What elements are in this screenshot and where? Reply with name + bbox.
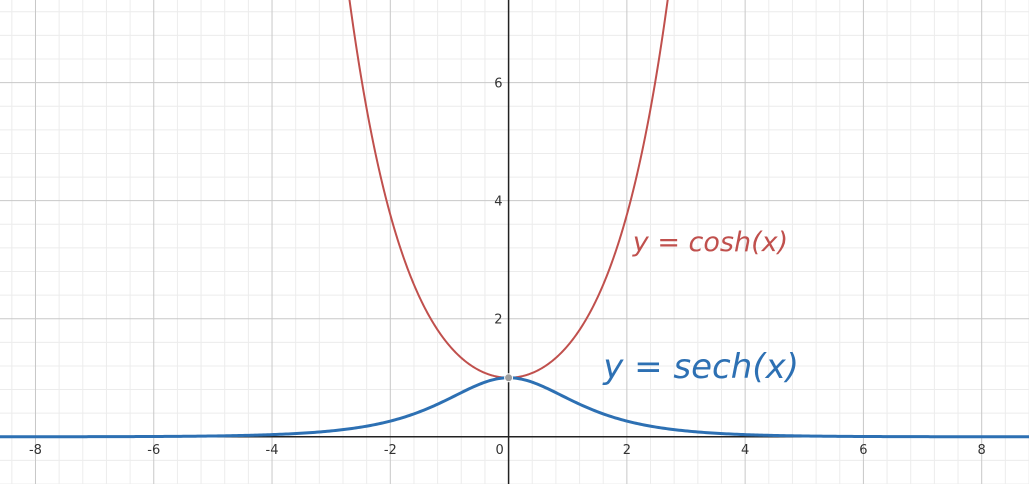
- x-tick-label: 0: [495, 443, 503, 458]
- y-tick-label: 4: [494, 195, 502, 210]
- cosh-label: y = cosh(x): [632, 227, 788, 258]
- points: [504, 373, 514, 383]
- intersection-point: [504, 373, 514, 383]
- y-tick-labels: 2 4 6: [494, 77, 502, 328]
- sech-curve: [0, 376, 1029, 439]
- x-tick-label: 8: [978, 443, 986, 458]
- curves: [0, 0, 1029, 439]
- x-tick-label: 2: [623, 443, 631, 458]
- sech-label: y = sech(x): [602, 347, 799, 387]
- y-tick-label: 6: [494, 77, 502, 92]
- annotations: y = cosh(x) y = sech(x): [602, 227, 799, 387]
- x-tick-label: -4: [266, 443, 279, 458]
- x-tick-label: 6: [859, 443, 867, 458]
- x-tick-label: -2: [384, 443, 397, 458]
- x-tick-label: 4: [741, 443, 749, 458]
- x-tick-label: -6: [147, 443, 160, 458]
- x-tick-label: -8: [29, 443, 42, 458]
- y-tick-label: 2: [494, 313, 502, 328]
- x-tick-labels: -8 -6 -4 -2 0 2 4 6 8: [29, 443, 986, 458]
